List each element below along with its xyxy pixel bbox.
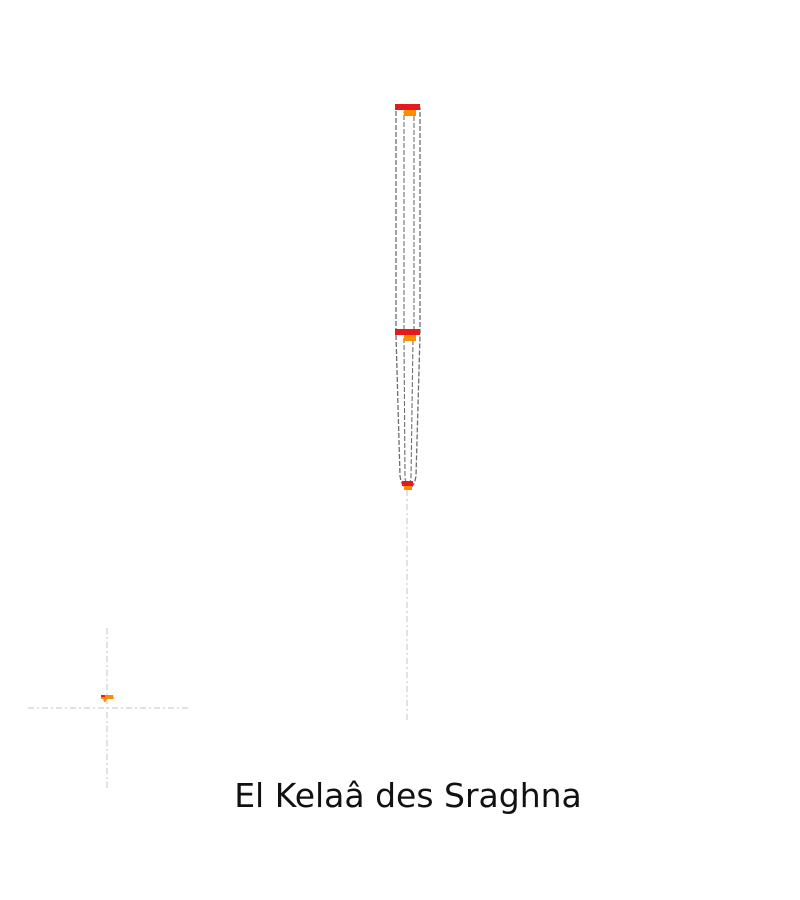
lower-taper-outer-outline xyxy=(395,334,421,490)
point-marker-red-accent xyxy=(101,695,105,697)
middle-orange-marker xyxy=(404,335,416,341)
tip-red-marker xyxy=(402,481,413,486)
middle-red-marker xyxy=(395,329,420,335)
top-red-marker xyxy=(395,104,420,110)
top-orange-marker xyxy=(404,110,416,116)
tip-orange-marker xyxy=(404,486,412,490)
lower-taper-inner-outline xyxy=(403,337,414,485)
upper-column-inner-outline xyxy=(403,111,415,331)
place-name-label: El Kelaâ des Sraghna xyxy=(234,776,582,815)
upper-column-outer-outline xyxy=(395,107,421,334)
